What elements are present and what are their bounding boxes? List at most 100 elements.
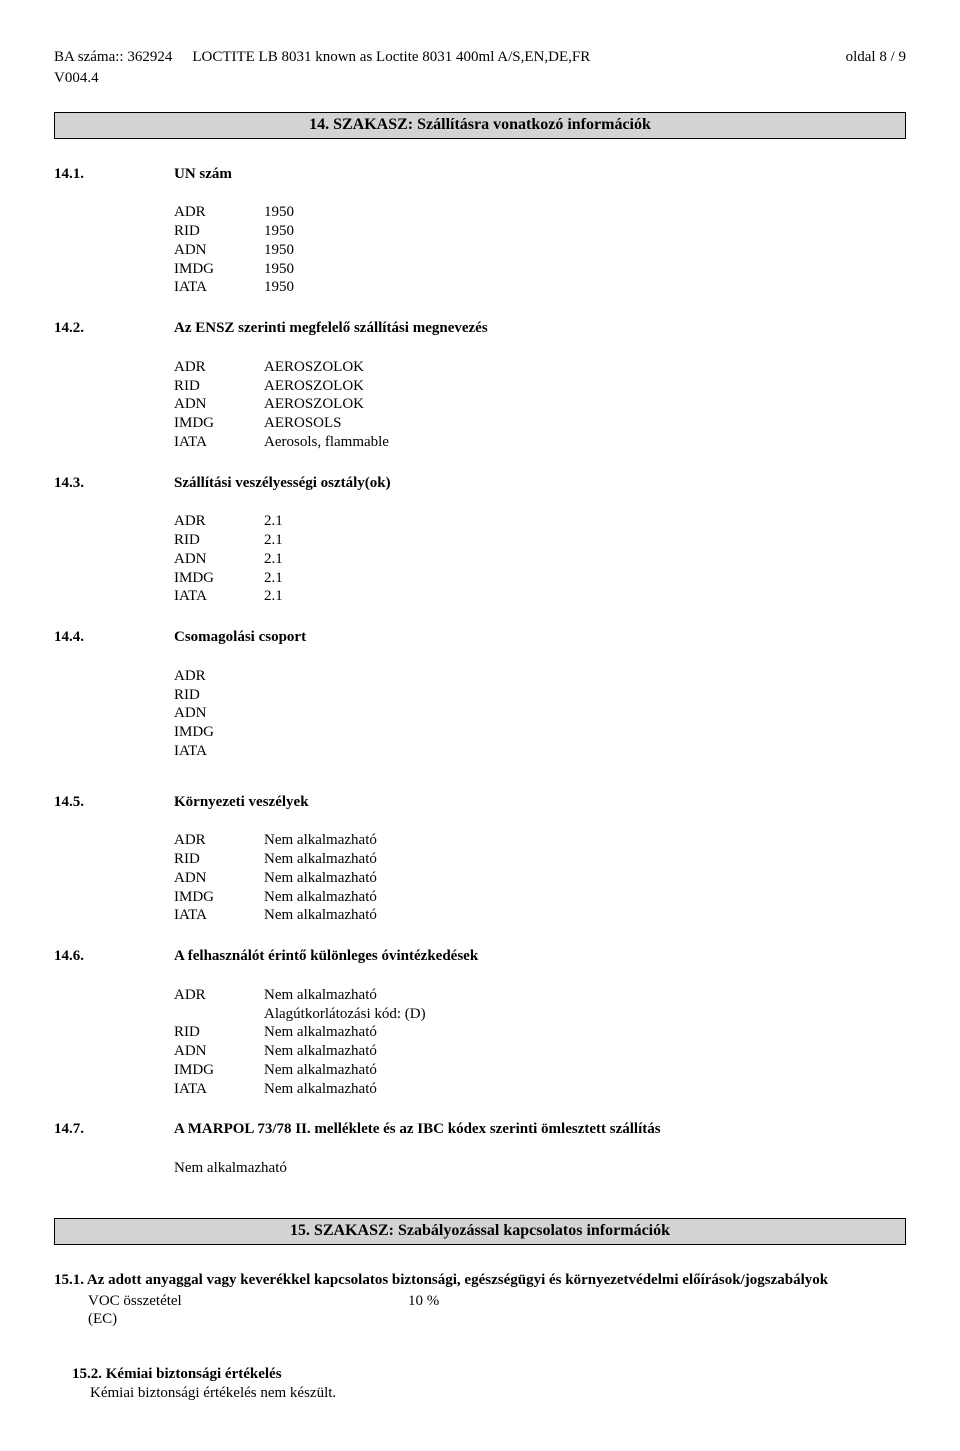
kv-key: ADR [174, 358, 264, 377]
kv-val: Nem alkalmazható [264, 1042, 906, 1061]
kv-val: AEROSOLS [264, 414, 906, 433]
kv-key: ADR [174, 986, 264, 1005]
kv-val: 1950 [264, 203, 906, 222]
kv-key: ADR [174, 831, 264, 850]
subsection-body: Nem alkalmazható [174, 1159, 906, 1178]
subsection-title: Az ENSZ szerinti megfelelő szállítási me… [174, 319, 488, 338]
kv-val: Nem alkalmazható [264, 831, 906, 850]
subsection-15-1-lead: 15.1. Az adott anyaggal vagy keverékkel … [54, 1271, 906, 1290]
kv-key: RID [174, 1023, 264, 1042]
kv-key: RID [174, 686, 264, 705]
kv-val: 1950 [264, 222, 906, 241]
kv-key: ADR [174, 667, 264, 686]
kv-key: IATA [174, 587, 264, 606]
kv-val: Aerosols, flammable [264, 433, 906, 452]
subsection-title: Csomagolási csoport [174, 628, 306, 647]
kv-val: 2.1 [264, 550, 906, 569]
section-15-banner: 15. SZAKASZ: Szabályozással kapcsolatos … [54, 1218, 906, 1245]
subsection-title: UN szám [174, 165, 232, 184]
kv-key: RID [174, 531, 264, 550]
voc-label-1: VOC összetétel [88, 1292, 408, 1311]
kv-val: Nem alkalmazható [264, 1061, 906, 1080]
subsection-14-4: 14.4. Csomagolási csoport ADR RID ADN IM… [54, 628, 906, 761]
kv-key: ADN [174, 1042, 264, 1061]
kv-val: 2.1 [264, 512, 906, 531]
kv-block: ADR2.1 RID2.1 ADN2.1 IMDG2.1 IATA2.1 [174, 512, 906, 606]
kv-val [264, 686, 906, 705]
kv-key: IATA [174, 433, 264, 452]
header-ba: BA száma:: 362924 [54, 48, 172, 67]
kv-key: IMDG [174, 888, 264, 907]
kv-key: RID [174, 377, 264, 396]
kv-block: ADRAEROSZOLOK RIDAEROSZOLOK ADNAEROSZOLO… [174, 358, 906, 452]
kv-val: 2.1 [264, 531, 906, 550]
voc-value: 10 % [408, 1292, 439, 1330]
kv-block: ADRNem alkalmazható Alagútkorlátozási kó… [174, 986, 906, 1099]
voc-label-2: (EC) [88, 1310, 408, 1329]
kv-val: Nem alkalmazható [264, 986, 906, 1005]
kv-key: IMDG [174, 1061, 264, 1080]
kv-block: ADR RID ADN IMDG IATA [174, 667, 906, 761]
kv-block: ADR1950 RID1950 ADN1950 IMDG1950 IATA195… [174, 203, 906, 297]
kv-key: ADN [174, 869, 264, 888]
kv-val [264, 723, 906, 742]
kv-key: IATA [174, 906, 264, 925]
kv-key [174, 1005, 264, 1024]
subsection-num: 14.7. [54, 1120, 174, 1139]
kv-key: IMDG [174, 414, 264, 433]
kv-val: Alagútkorlátozási kód: (D) [264, 1005, 906, 1024]
subsection-14-3: 14.3. Szállítási veszélyességi osztály(o… [54, 474, 906, 607]
kv-val: AEROSZOLOK [264, 377, 906, 396]
kv-val: AEROSZOLOK [264, 358, 906, 377]
subsection-14-2: 14.2. Az ENSZ szerinti megfelelő szállít… [54, 319, 906, 452]
subsection-num: 14.6. [54, 947, 174, 966]
section-14-banner: 14. SZAKASZ: Szállításra vonatkozó infor… [54, 112, 906, 139]
page-header: BA száma:: 362924 LOCTITE LB 8031 known … [54, 48, 906, 88]
kv-val: 2.1 [264, 569, 906, 588]
kv-val: Nem alkalmazható [264, 1080, 906, 1099]
kv-key: RID [174, 222, 264, 241]
kv-val: Nem alkalmazható [264, 888, 906, 907]
kv-val: 1950 [264, 260, 906, 279]
kv-val: Nem alkalmazható [264, 906, 906, 925]
kv-val [264, 742, 906, 761]
kv-val: Nem alkalmazható [264, 869, 906, 888]
kv-val: 1950 [264, 241, 906, 260]
header-version: V004.4 [54, 69, 906, 88]
kv-val: Nem alkalmazható [264, 1023, 906, 1042]
kv-block: ADRNem alkalmazható RIDNem alkalmazható … [174, 831, 906, 925]
kv-val: Nem alkalmazható [264, 850, 906, 869]
subsection-num: 14.2. [54, 319, 174, 338]
kv-key: IMDG [174, 260, 264, 279]
subsection-title: Környezeti veszélyek [174, 793, 309, 812]
subsection-14-5: 14.5. Környezeti veszélyek ADRNem alkalm… [54, 793, 906, 926]
subsection-title: A felhasználót érintő különleges óvintéz… [174, 947, 478, 966]
kv-key: IMDG [174, 723, 264, 742]
kv-key: ADN [174, 395, 264, 414]
kv-val: 2.1 [264, 587, 906, 606]
kv-val [264, 704, 906, 723]
kv-key: ADR [174, 512, 264, 531]
subsection-num: 14.4. [54, 628, 174, 647]
kv-key: ADN [174, 241, 264, 260]
subsection-num: 14.5. [54, 793, 174, 812]
kv-key: IATA [174, 742, 264, 761]
subsection-title: A MARPOL 73/78 II. melléklete és az IBC … [174, 1120, 661, 1139]
subsection-14-1: 14.1. UN szám ADR1950 RID1950 ADN1950 IM… [54, 165, 906, 298]
kv-key: IATA [174, 278, 264, 297]
subsection-num: 14.1. [54, 165, 174, 184]
subsection-15-2-title: 15.2. Kémiai biztonsági értékelés [72, 1365, 906, 1384]
kv-key: ADN [174, 550, 264, 569]
kv-key: ADR [174, 203, 264, 222]
subsection-15-2-body: Kémiai biztonsági értékelés nem készült. [90, 1384, 906, 1403]
kv-key: ADN [174, 704, 264, 723]
subsection-14-6: 14.6. A felhasználót érintő különleges ó… [54, 947, 906, 1098]
header-product: LOCTITE LB 8031 known as Loctite 8031 40… [172, 48, 845, 67]
kv-key: IMDG [174, 569, 264, 588]
subsection-14-7: 14.7. A MARPOL 73/78 II. melléklete és a… [54, 1120, 906, 1178]
subsection-15-2: 15.2. Kémiai biztonsági értékelés Kémiai… [72, 1365, 906, 1403]
kv-key: IATA [174, 1080, 264, 1099]
kv-val: AEROSZOLOK [264, 395, 906, 414]
kv-val: 1950 [264, 278, 906, 297]
header-page: oldal 8 / 9 [846, 48, 906, 67]
